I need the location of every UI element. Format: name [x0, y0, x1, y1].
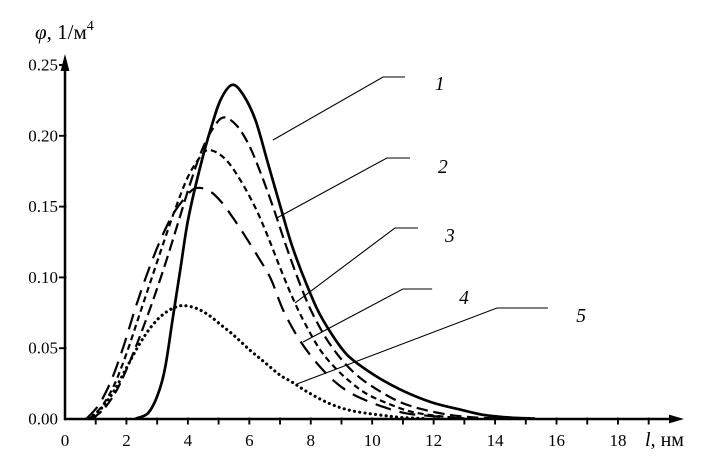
x-axis-arrow-icon [669, 414, 684, 424]
callout-line-5 [296, 307, 548, 385]
y-tick-label: 0.05 [28, 339, 58, 358]
y-axis-title: φ, 1/м4 [35, 19, 94, 44]
x-tick-label: 0 [61, 431, 70, 450]
x-axis-title: l, нм [645, 429, 684, 451]
callout-line-3 [294, 227, 418, 304]
x-tick-label: 10 [364, 431, 381, 450]
curve-label-5: 5 [576, 306, 586, 327]
x-tick-label: 18 [609, 431, 626, 450]
curve-label-1: 1 [435, 74, 445, 95]
x-tick-label: 14 [487, 431, 505, 450]
x-tick-label: 4 [184, 431, 193, 450]
callout-line-1 [272, 76, 406, 141]
y-tick-label: 0.00 [28, 410, 58, 429]
x-tick-label: 2 [122, 431, 131, 450]
curve-5 [88, 304, 430, 421]
y-tick-label: 0.15 [28, 197, 58, 216]
curve-3 [88, 148, 471, 420]
y-axis-arrow-icon [60, 54, 70, 71]
x-tick-label: 16 [548, 431, 565, 450]
callout-line-2 [276, 157, 410, 219]
curve-4 [85, 186, 465, 420]
curve-label-2: 2 [438, 157, 448, 178]
x-tick-label: 6 [245, 431, 254, 450]
curve-2 [91, 116, 502, 420]
y-tick-label: 0.10 [28, 268, 58, 287]
x-tick-label: 12 [425, 431, 442, 450]
y-tick-label: 0.25 [28, 56, 58, 75]
callout-line-4 [302, 288, 433, 343]
y-tick-label: 0.20 [28, 126, 58, 145]
x-tick-label: 8 [307, 431, 316, 450]
curve-label-4: 4 [459, 288, 469, 309]
curve-label-3: 3 [444, 226, 455, 247]
curve-1 [135, 83, 536, 420]
